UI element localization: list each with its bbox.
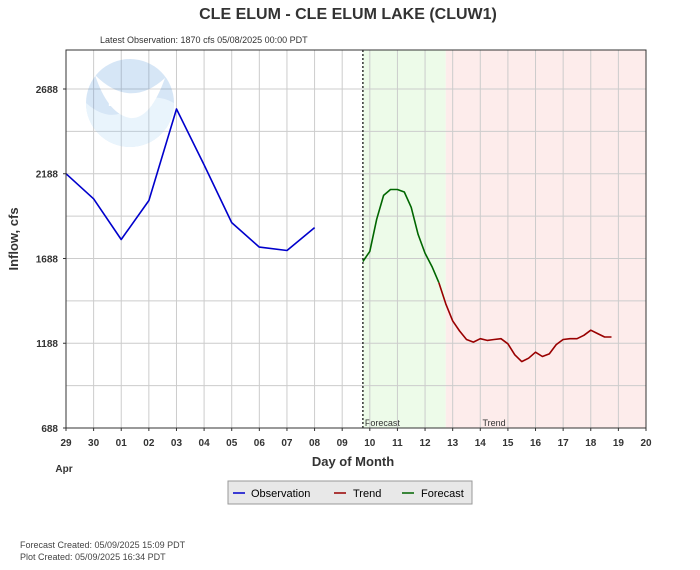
x-tick-label: 29 bbox=[60, 438, 72, 449]
series-line-forecast bbox=[362, 188, 440, 284]
x-axis-ticks: 29 30 01 02 03 04 05 06 07 08 09 10 11 12 13 14 15 16 17 18… bbox=[60, 428, 652, 449]
y-tick-label: 2688 bbox=[36, 85, 59, 96]
legend-label-observation: Observation bbox=[251, 488, 310, 500]
series-line-observation bbox=[65, 108, 316, 252]
x-tick-label: 03 bbox=[171, 438, 183, 449]
zone-label-forecast: Forecast bbox=[365, 418, 401, 428]
zones-layer: Forecast Trend bbox=[362, 50, 646, 428]
y-axis-title: Inflow, cfs bbox=[6, 207, 21, 270]
x-tick-label: 13 bbox=[447, 438, 459, 449]
series-line-trend bbox=[438, 282, 612, 363]
x-tick-label: 30 bbox=[88, 438, 100, 449]
y-tick-label: 688 bbox=[41, 424, 58, 435]
y-tick-label: 1188 bbox=[36, 339, 58, 350]
y-axis-ticks: 688 1188 1688 2188 2688 bbox=[36, 85, 66, 435]
x-tick-label: 08 bbox=[309, 438, 321, 449]
x-tick-label: 09 bbox=[337, 438, 349, 449]
x-month-label: Apr bbox=[55, 464, 72, 475]
plot-created: Plot Created: 05/09/2025 16:34 PDT bbox=[20, 552, 166, 562]
x-tick-label: 20 bbox=[640, 438, 652, 449]
plot-frame bbox=[65, 49, 647, 429]
legend-label-trend: Trend bbox=[353, 488, 381, 500]
x-tick-label: 07 bbox=[281, 438, 293, 449]
chart-title: CLE ELUM - CLE ELUM LAKE (CLUW1) bbox=[199, 6, 497, 23]
legend: Observation Trend Forecast bbox=[227, 480, 473, 505]
x-axis-title: Day of Month bbox=[312, 454, 394, 469]
x-tick-label: 04 bbox=[199, 438, 211, 449]
x-tick-label: 19 bbox=[613, 438, 625, 449]
series-layer bbox=[65, 108, 612, 363]
zone-trend bbox=[445, 50, 646, 428]
x-tick-label: 01 bbox=[116, 438, 128, 449]
x-tick-label: 15 bbox=[502, 438, 514, 449]
y-tick-label: 1688 bbox=[36, 254, 59, 265]
x-tick-label: 05 bbox=[226, 438, 238, 449]
x-tick-label: 18 bbox=[585, 438, 597, 449]
legend-box bbox=[227, 480, 473, 505]
grid-layer bbox=[66, 50, 646, 428]
zone-forecast bbox=[362, 50, 446, 428]
noaa-logo-watermark: NOAA bbox=[86, 59, 174, 147]
x-tick-label: 02 bbox=[143, 438, 155, 449]
x-tick-label: 11 bbox=[392, 438, 403, 449]
x-tick-label: 14 bbox=[475, 438, 487, 449]
noaa-logo-lettering: NOAA bbox=[108, 93, 152, 110]
x-tick-label: 12 bbox=[419, 438, 431, 449]
y-tick-label: 2188 bbox=[36, 170, 59, 181]
legend-label-forecast: Forecast bbox=[421, 488, 464, 500]
latest-observation: Latest Observation: 1870 cfs 05/08/2025 … bbox=[100, 35, 308, 45]
zone-label-trend: Trend bbox=[483, 418, 506, 428]
forecast-created: Forecast Created: 05/09/2025 15:09 PDT bbox=[20, 540, 186, 550]
x-tick-label: 17 bbox=[558, 438, 570, 449]
x-tick-label: 10 bbox=[364, 438, 376, 449]
x-tick-label: 16 bbox=[530, 438, 542, 449]
plot-area: Forecast Trend NOAA bbox=[65, 49, 647, 429]
x-tick-label: 06 bbox=[254, 438, 266, 449]
